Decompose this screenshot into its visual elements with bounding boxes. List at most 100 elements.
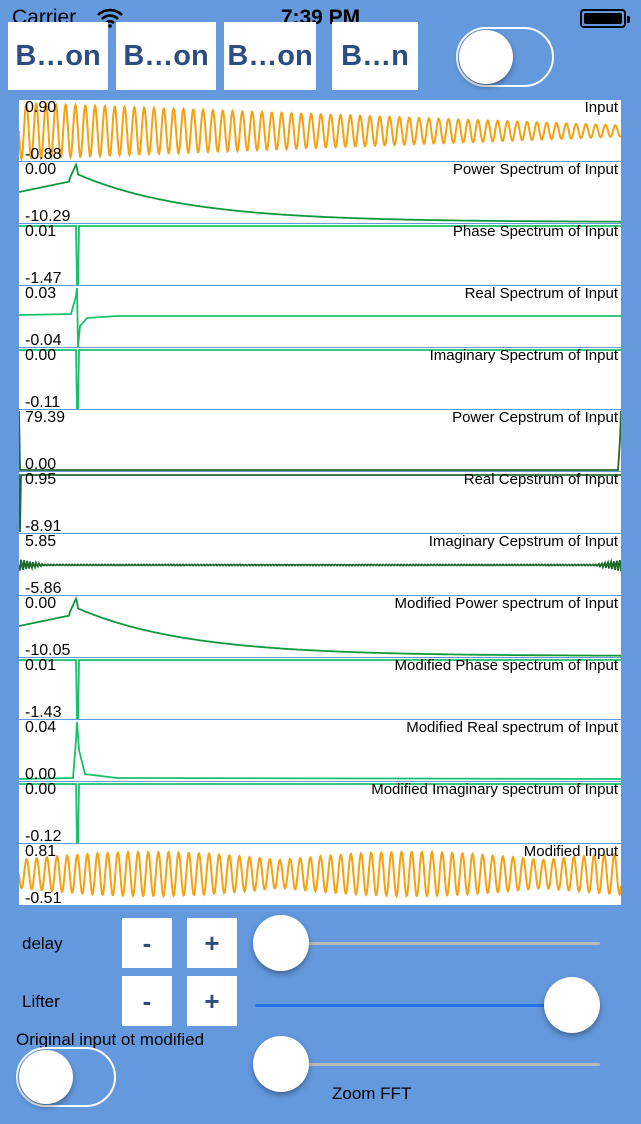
plot-min-value: 0.00 — [25, 766, 57, 782]
button-3[interactable]: B…on — [224, 22, 316, 90]
plot-min-value: -0.51 — [25, 890, 62, 906]
plot-line — [19, 349, 621, 409]
plot-trace — [19, 596, 621, 657]
toggle-knob — [459, 30, 513, 84]
plot-title: Modified Phase spectrum of Input — [394, 658, 618, 674]
plot-trace — [19, 162, 621, 223]
plot-panel: 0.01 -1.47 Phase Spectrum of Input — [19, 224, 621, 286]
plot-stack: 0.90 -0.88 Input 0.00 -10.29 Power Spectrum o… — [19, 100, 621, 906]
plot-trace — [19, 659, 621, 719]
toggle-knob — [19, 1050, 73, 1104]
plot-title: Modified Imaginary spectrum of Input — [371, 782, 618, 798]
plot-max-value: 0.00 — [25, 782, 57, 798]
plot-line — [19, 473, 621, 533]
plot-trace — [19, 349, 621, 409]
plot-panel: 0.00 -0.11 Imaginary Spectrum of Input — [19, 348, 621, 410]
plot-line — [19, 225, 621, 285]
plot-trace — [19, 287, 621, 347]
plot-title: Real Spectrum of Input — [464, 286, 618, 302]
wifi-icon — [97, 8, 123, 33]
plot-line — [19, 783, 621, 843]
plot-max-value: 0.01 — [25, 658, 57, 674]
plot-panel: 0.81 -0.51 Modified Input — [19, 844, 621, 906]
plot-max-value: 0.00 — [25, 348, 57, 364]
plot-min-value: -10.05 — [25, 642, 71, 658]
lifter-slider-thumb[interactable] — [544, 977, 600, 1033]
plot-line — [19, 849, 621, 899]
plot-panel: 79.39 0.00 Power Cepstrum of Input — [19, 410, 621, 472]
plot-trace — [19, 783, 621, 843]
button-4[interactable]: B…n — [332, 22, 418, 90]
plot-min-value: -8.91 — [25, 518, 62, 534]
plot-min-value: -0.04 — [25, 332, 62, 348]
plot-max-value: 79.39 — [25, 410, 66, 426]
plot-trace — [19, 101, 621, 161]
button-2[interactable]: B…on — [116, 22, 216, 90]
top-toggle-switch[interactable] — [456, 27, 554, 87]
plot-min-value: -0.88 — [25, 146, 62, 162]
plot-panel: 0.03 -0.04 Real Spectrum of Input — [19, 286, 621, 348]
plot-max-value: 0.04 — [25, 720, 57, 736]
plot-trace — [19, 721, 621, 780]
plot-title: Phase Spectrum of Input — [452, 224, 618, 240]
delay-slider-thumb[interactable] — [253, 915, 309, 971]
plot-panel: 5.85 -5.86 Imaginary Cepstrum of Input — [19, 534, 621, 596]
plot-title: Modified Input — [523, 844, 618, 860]
delay-minus-button[interactable]: - — [122, 918, 172, 968]
plot-trace — [19, 558, 621, 572]
plot-title: Modified Power spectrum of Input — [394, 596, 618, 612]
plot-line — [19, 162, 621, 223]
original-input-switch[interactable] — [16, 1047, 116, 1107]
plot-panel: 0.01 -1.43 Modified Phase spectrum of Inpu… — [19, 658, 621, 720]
plot-title: Imaginary Spectrum of Input — [429, 348, 618, 364]
zoom-slider-track[interactable] — [282, 1063, 600, 1066]
plot-max-value: 0.03 — [25, 286, 57, 302]
plot-max-value: 5.85 — [25, 534, 57, 550]
plot-min-value: -1.47 — [25, 270, 62, 286]
plot-max-value: 0.01 — [25, 224, 57, 240]
plot-min-value: -1.43 — [25, 704, 62, 720]
button-1[interactable]: B…on — [8, 22, 108, 90]
plot-line — [19, 558, 621, 572]
plot-title: Power Spectrum of Input — [452, 162, 618, 178]
plot-trace — [19, 225, 621, 285]
plot-min-value: -5.86 — [25, 580, 62, 596]
lifter-label: Lifter — [22, 992, 60, 1011]
zoom-slider-thumb[interactable] — [253, 1036, 309, 1092]
zoom-fft-label: Zoom FFT — [332, 1084, 412, 1103]
lifter-minus-button[interactable]: - — [122, 976, 172, 1026]
plot-line — [19, 410, 621, 471]
plot-title: Power Cepstrum of Input — [452, 410, 618, 426]
battery-icon — [580, 9, 630, 28]
plot-trace — [19, 410, 621, 471]
delay-slider-track[interactable] — [282, 942, 600, 945]
plot-max-value: 0.81 — [25, 844, 57, 860]
plot-max-value: 0.00 — [25, 162, 57, 178]
plot-line — [19, 101, 621, 161]
plot-min-value: -0.12 — [25, 828, 62, 844]
plot-max-value: 0.90 — [25, 100, 57, 116]
plot-trace — [19, 849, 621, 899]
plot-panel: 0.00 -0.12 Modified Imaginary spectrum of … — [19, 782, 621, 844]
plot-min-value: -0.11 — [25, 394, 61, 410]
lifter-plus-button[interactable]: + — [187, 976, 237, 1026]
lifter-slider-fill — [255, 1004, 574, 1007]
plot-line — [19, 659, 621, 719]
plot-title: Real Cepstrum of Input — [463, 472, 618, 488]
plot-min-value: -10.29 — [25, 208, 71, 224]
plot-max-value: 0.00 — [25, 596, 57, 612]
plot-line — [19, 721, 621, 780]
plot-title: Imaginary Cepstrum of Input — [428, 534, 618, 550]
plot-trace — [19, 473, 621, 533]
delay-plus-button[interactable]: + — [187, 918, 237, 968]
original-input-label: Original input ot modified — [16, 1030, 205, 1049]
plot-title: Input — [584, 100, 618, 116]
plot-panel: 0.00 -10.29 Power Spectrum of Input — [19, 162, 621, 224]
delay-label: delay — [22, 934, 63, 953]
plot-panel: 0.95 -8.91 Real Cepstrum of Input — [19, 472, 621, 534]
plot-panel: 0.00 -10.05 Modified Power spectrum of Inp… — [19, 596, 621, 658]
plot-max-value: 0.95 — [25, 472, 57, 488]
plot-line — [19, 287, 621, 347]
plot-line — [19, 596, 621, 657]
plot-title: Modified Real spectrum of Input — [406, 720, 618, 736]
